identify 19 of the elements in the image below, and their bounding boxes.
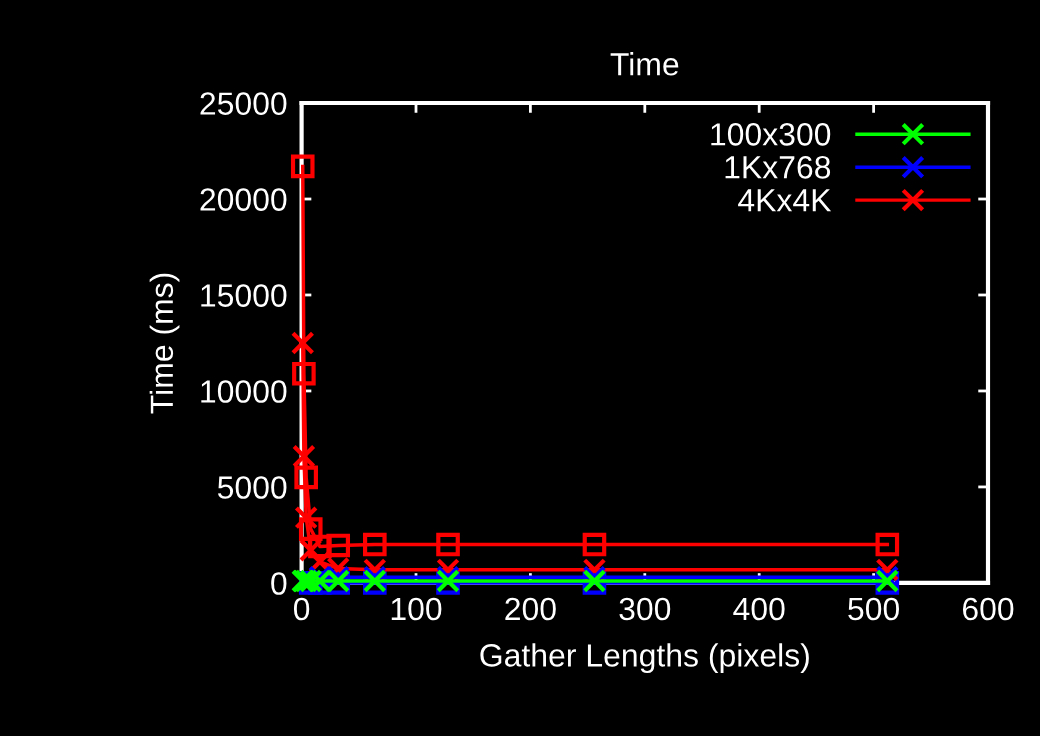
x-tick-label: 0 xyxy=(293,597,310,621)
legend-label: 4Kx4K xyxy=(738,189,832,212)
x-tick-label: 300 xyxy=(619,597,671,621)
y-tick-label: 15000 xyxy=(201,284,287,307)
y-tick-label: 0 xyxy=(271,572,287,595)
x-tick-label: 400 xyxy=(733,597,785,621)
y-axis-title: Time (ms) xyxy=(149,273,180,414)
y-tick-label: 5000 xyxy=(217,476,287,499)
y-tick-label: 20000 xyxy=(200,188,287,211)
y-tick-label: 25000 xyxy=(200,92,287,115)
legend-label: 100x300 xyxy=(711,123,831,146)
y-tick-label: 10000 xyxy=(201,380,287,403)
legend-label: 1Kx768 xyxy=(725,156,831,179)
chart-title: Time xyxy=(610,52,679,76)
x-tick-label: 500 xyxy=(848,597,899,621)
x-tick-label: 200 xyxy=(505,597,556,621)
x-tick-label: 600 xyxy=(962,597,1014,621)
x-axis-title: Gather Lengths (pixels) xyxy=(480,643,809,674)
x-tick-label: 100 xyxy=(391,597,442,621)
